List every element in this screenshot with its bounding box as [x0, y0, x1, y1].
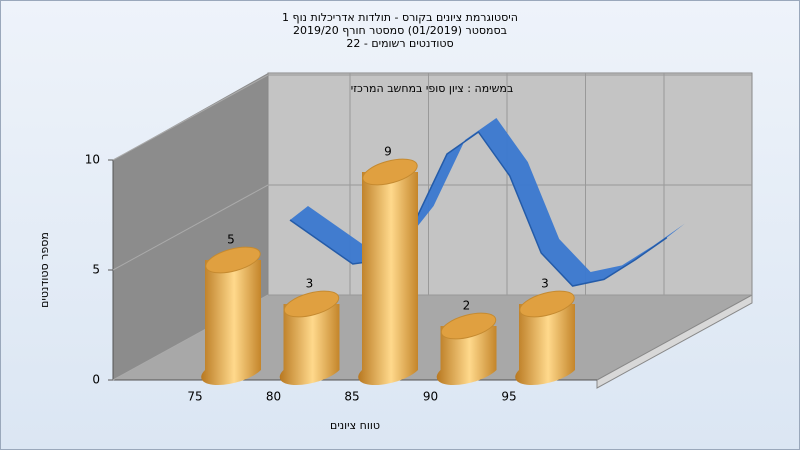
grid-line — [112, 184, 269, 271]
bar-top — [205, 246, 261, 274]
title-block: היסטוגרמת ציונים בקורס - תולדות אדריכלות… — [282, 11, 518, 50]
back-wall — [267, 72, 753, 296]
y-tick-label: 10 — [85, 153, 100, 167]
bar — [515, 304, 575, 386]
bar-top — [440, 312, 497, 340]
x-tick-label: 80 — [266, 390, 281, 404]
value-label: 2 — [463, 299, 471, 313]
floor-edge — [596, 294, 753, 389]
value-label: 3 — [541, 277, 549, 291]
subtitle: במשימה : ציון סופי במחשב המרכזי — [351, 82, 514, 95]
x-tick-label: 95 — [501, 390, 516, 404]
value-label: 5 — [227, 233, 235, 247]
y-axis-label: מספר סטודנטים — [38, 232, 51, 308]
bar-top — [283, 290, 340, 318]
value-label: 3 — [306, 277, 314, 291]
grid-line — [112, 74, 269, 161]
bar — [279, 304, 340, 386]
bar-top — [519, 290, 575, 318]
chart-title: בסמסטר (01/2019) סמסטר חורף 2019/20 — [293, 24, 507, 37]
x-tick-label: 90 — [423, 390, 438, 404]
bar — [436, 326, 497, 386]
y-tick-label: 5 — [92, 263, 100, 277]
bar — [358, 172, 418, 386]
bar — [201, 260, 261, 386]
chart-title: סטודנטים רשומים - 22 — [346, 37, 453, 50]
chart-title: היסטוגרמת ציונים בקורס - תולדות אדריכלות… — [282, 11, 518, 24]
y-tick-label: 0 — [92, 373, 100, 387]
x-tick-label: 75 — [187, 390, 202, 404]
value-label: 9 — [384, 145, 392, 159]
x-axis-label: טווח ציונים — [330, 419, 380, 432]
curve-line — [289, 130, 668, 287]
floor — [113, 295, 752, 380]
bar-top — [362, 158, 418, 186]
x-tick-label: 85 — [344, 390, 359, 404]
